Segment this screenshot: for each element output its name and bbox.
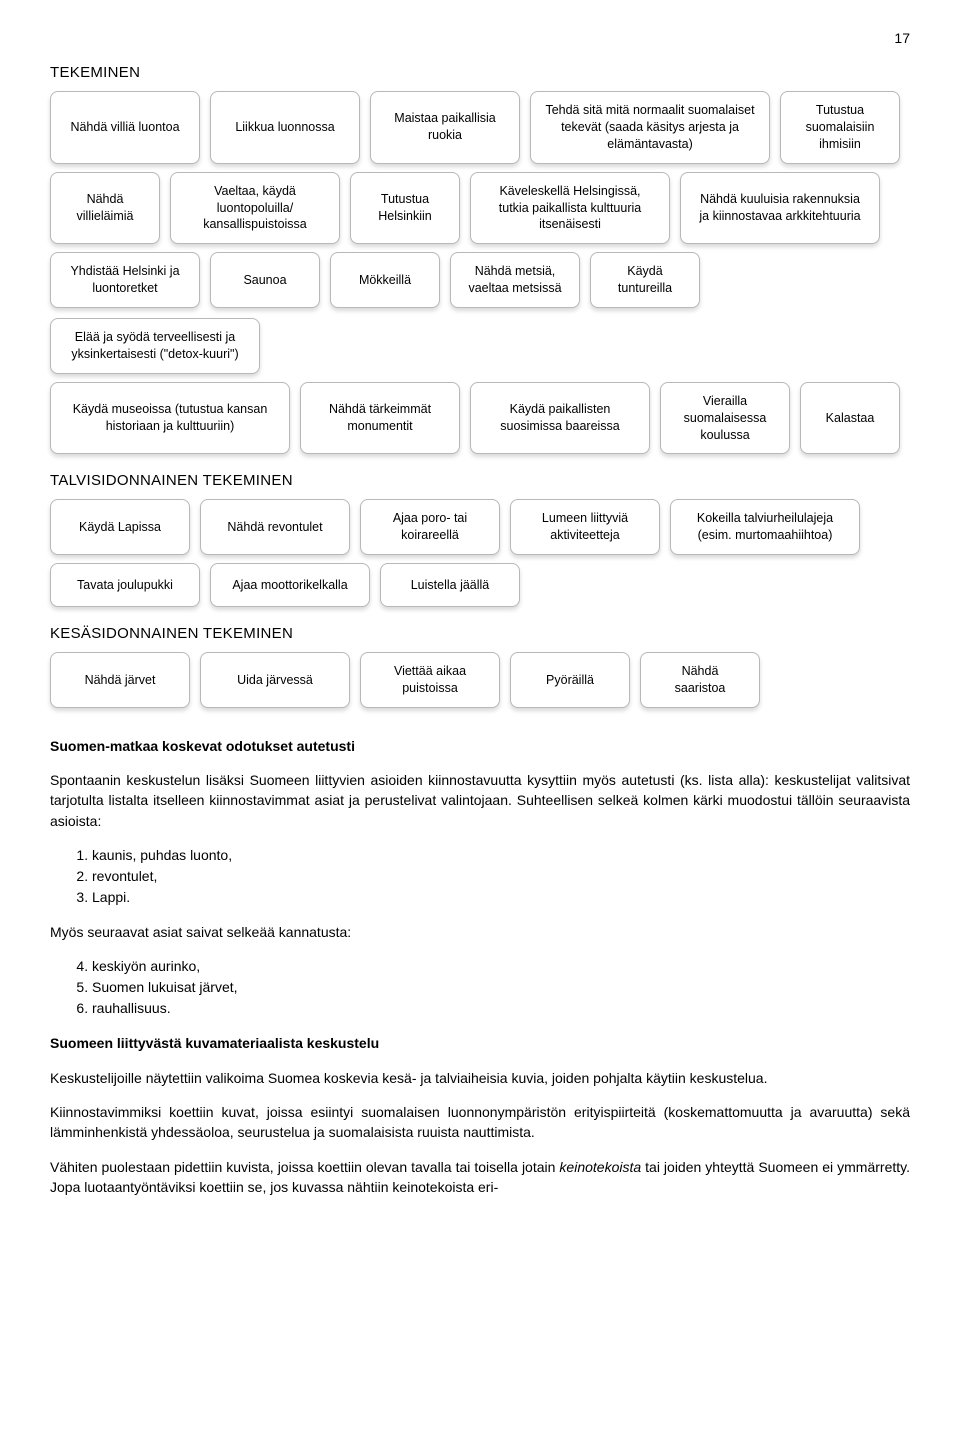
activity-tile: Nähdä järvet: [50, 652, 190, 708]
tile-row: Nähdä järvetUida järvessäViettää aikaa p…: [50, 652, 910, 708]
text-span: Vähiten puolestaan pidettiin kuvista, jo…: [50, 1159, 559, 1175]
activity-tile: Kalastaa: [800, 382, 900, 455]
sections-container: TEKEMINEN Nähdä villiä luontoaLiikkua luo…: [50, 64, 910, 708]
activity-tile: Kokeilla talviurheilulajeja (esim. murto…: [670, 499, 860, 555]
activity-tile: Tehdä sitä mitä normaalit suomalaiset te…: [530, 91, 770, 164]
body-paragraph: Spontaanin keskustelun lisäksi Suomeen l…: [50, 770, 910, 831]
body-paragraph: Myös seuraavat asiat saivat selkeää kann…: [50, 922, 910, 942]
tile-row: Nähdä villiä luontoaLiikkua luonnossaMai…: [50, 91, 910, 164]
list-item: Suomen lukuisat järvet,: [92, 977, 910, 998]
tile-row: Yhdistää Helsinki ja luontoretketSaunoaM…: [50, 252, 910, 374]
section-title: TALVISIDONNAINEN TEKEMINEN: [50, 472, 910, 489]
activity-tile: Ajaa moottorikelkalla: [210, 563, 370, 607]
activity-tile: Käveleskellä Helsingissä, tutkia paikall…: [470, 172, 670, 245]
activity-tile: Nähdä villiä luontoa: [50, 91, 200, 164]
tile-row: Käydä museoissa (tutustua kansan histori…: [50, 382, 910, 455]
activity-tile: Vaeltaa, käydä luontopoluilla/ kansallis…: [170, 172, 340, 245]
list-item: rauhallisuus.: [92, 998, 910, 1019]
activity-tile: Liikkua luonnossa: [210, 91, 360, 164]
activity-tile: Käydä paikallisten suosimissa baareissa: [470, 382, 650, 455]
tile-row: Nähdä villieläimiäVaeltaa, käydä luontop…: [50, 172, 910, 245]
page-number: 17: [50, 30, 910, 46]
activity-tile: Nähdä revontulet: [200, 499, 350, 555]
activity-tile: Saunoa: [210, 252, 320, 308]
activity-tile: Käydä museoissa (tutustua kansan histori…: [50, 382, 290, 455]
activity-tile: Luistella jäällä: [380, 563, 520, 607]
tile-row: Tavata joulupukkiAjaa moottorikelkallaLu…: [50, 563, 910, 607]
activity-tile: Elää ja syödä terveellisesti ja yksinker…: [50, 318, 260, 374]
activity-tile: Tutustua Helsinkiin: [350, 172, 460, 245]
italic-text: keinotekoista: [559, 1159, 641, 1175]
body-paragraph: Kiinnostavimmiksi koettiin kuvat, joissa…: [50, 1102, 910, 1143]
list-item: kaunis, puhdas luonto,: [92, 845, 910, 866]
activity-tile: Mökkeillä: [330, 252, 440, 308]
body-text: Suomen-matkaa koskevat odotukset autetus…: [50, 736, 910, 1197]
tile-row: Käydä LapissaNähdä revontuletAjaa poro- …: [50, 499, 910, 555]
activity-tile: Käydä tuntureilla: [590, 252, 700, 308]
numbered-list-2: keskiyön aurinko,Suomen lukuisat järvet,…: [50, 956, 910, 1019]
activity-tile: Nähdä metsiä, vaeltaa metsissä: [450, 252, 580, 308]
list-item: keskiyön aurinko,: [92, 956, 910, 977]
section-title: KESÄSIDONNAINEN TEKEMINEN: [50, 625, 910, 642]
activity-tile: Yhdistää Helsinki ja luontoretket: [50, 252, 200, 308]
body-paragraph: Vähiten puolestaan pidettiin kuvista, jo…: [50, 1157, 910, 1198]
list-item: Lappi.: [92, 887, 910, 908]
activity-tile: Viettää aikaa puistoissa: [360, 652, 500, 708]
list-item: revontulet,: [92, 866, 910, 887]
activity-tile: Ajaa poro- tai koirareellä: [360, 499, 500, 555]
activity-tile: Tavata joulupukki: [50, 563, 200, 607]
body-heading-2: Suomeen liittyvästä kuvamateriaalista ke…: [50, 1033, 910, 1053]
activity-tile: Lumeen liittyviä aktiviteetteja: [510, 499, 660, 555]
activity-tile: Maistaa paikallisia ruokia: [370, 91, 520, 164]
activity-tile: Uida järvessä: [200, 652, 350, 708]
activity-tile: Tutustua suomalaisiin ihmisiin: [780, 91, 900, 164]
section-title: TEKEMINEN: [50, 64, 910, 81]
activity-tile: Nähdä saaristoa: [640, 652, 760, 708]
body-heading-1: Suomen-matkaa koskevat odotukset autetus…: [50, 736, 910, 756]
activity-tile: Pyöräillä: [510, 652, 630, 708]
body-paragraph: Keskustelijoille näytettiin valikoima Su…: [50, 1068, 910, 1088]
activity-tile: Nähdä tärkeimmät monumentit: [300, 382, 460, 455]
activity-tile: Nähdä villieläimiä: [50, 172, 160, 245]
activity-tile: Vierailla suomalaisessa koulussa: [660, 382, 790, 455]
activity-tile: Käydä Lapissa: [50, 499, 190, 555]
numbered-list-1: kaunis, puhdas luonto,revontulet,Lappi.: [50, 845, 910, 908]
activity-tile: Nähdä kuuluisia rakennuksia ja kiinnosta…: [680, 172, 880, 245]
